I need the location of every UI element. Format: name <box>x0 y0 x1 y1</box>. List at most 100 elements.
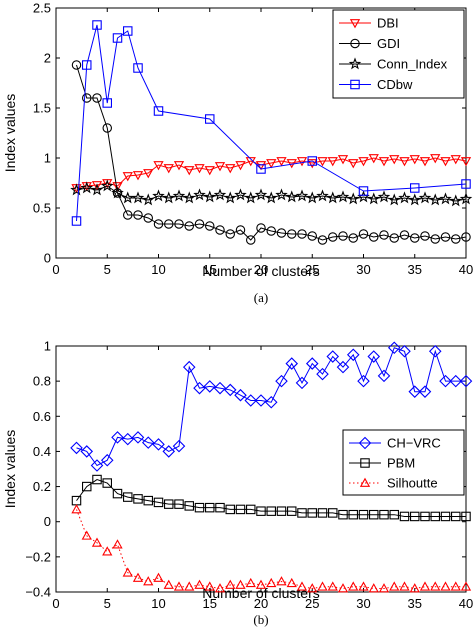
legend-marker <box>358 436 372 450</box>
figure-caption: (b) <box>253 612 268 627</box>
data-point <box>307 231 317 241</box>
data-point <box>409 155 420 165</box>
y-tick-label: 2.5 <box>33 1 51 16</box>
y-tick-label: 1 <box>44 339 51 354</box>
legend-label: PBM <box>387 456 415 471</box>
y-tick-label: 2 <box>44 51 51 66</box>
data-point <box>266 506 276 516</box>
data-point <box>225 164 236 174</box>
data-point <box>143 169 154 179</box>
data-point <box>305 357 319 370</box>
data-point <box>82 481 92 492</box>
data-point <box>214 583 226 593</box>
data-point <box>82 60 92 70</box>
x-tick-label: 0 <box>52 596 59 611</box>
data-point <box>368 232 379 242</box>
data-point <box>266 226 276 236</box>
data-point <box>378 583 390 593</box>
data-point <box>368 583 379 593</box>
data-point <box>235 225 246 235</box>
data-point <box>162 191 176 204</box>
data-point <box>100 453 114 467</box>
data-point <box>296 157 308 167</box>
x-tick-label: 25 <box>305 262 319 277</box>
legend-marker <box>350 38 360 49</box>
legend-label: Silhoutte <box>387 476 438 491</box>
data-point <box>234 188 247 201</box>
data-point <box>338 231 348 241</box>
data-point <box>121 191 135 204</box>
y-tick-label: 0.5 <box>33 201 51 216</box>
data-point <box>203 190 217 203</box>
data-point <box>358 157 369 167</box>
data-point <box>215 225 225 235</box>
legend-label: CDbw <box>377 77 413 92</box>
data-point <box>461 232 471 242</box>
data-point <box>336 360 350 374</box>
data-point <box>450 155 461 165</box>
legend-marker <box>349 19 361 29</box>
data-point <box>430 234 440 244</box>
data-point <box>131 191 145 204</box>
data-point <box>307 159 318 169</box>
data-point <box>316 189 329 202</box>
data-point <box>358 186 369 196</box>
data-point <box>420 511 430 522</box>
data-point <box>225 504 236 515</box>
legend-marker <box>348 57 362 70</box>
data-point <box>182 191 196 204</box>
data-point <box>214 162 226 172</box>
data-point <box>408 193 422 206</box>
data-point <box>194 219 205 229</box>
x-axis-label: Number of clusters <box>202 263 319 279</box>
data-point <box>337 155 349 165</box>
data-point <box>71 216 82 226</box>
x-tick-label: 5 <box>104 596 111 611</box>
data-point <box>449 194 463 207</box>
data-point <box>246 235 256 245</box>
data-point <box>430 154 441 164</box>
data-point <box>143 213 154 223</box>
x-tick-label: 15 <box>203 262 217 277</box>
data-point <box>389 509 399 520</box>
data-point <box>440 157 451 167</box>
data-point <box>235 504 246 515</box>
data-point <box>420 231 430 241</box>
data-point <box>398 191 411 204</box>
data-point <box>264 395 278 409</box>
data-point <box>327 232 338 242</box>
series-dbi <box>71 154 472 194</box>
data-point <box>266 159 277 169</box>
legend-marker <box>350 79 360 90</box>
data-point <box>255 579 267 589</box>
y-tick-label: 0 <box>44 251 51 266</box>
data-point <box>225 579 236 589</box>
data-point <box>305 191 319 204</box>
legend: CH−VRC PBM Silhoutte <box>342 429 465 496</box>
data-point <box>379 230 389 240</box>
data-point <box>133 210 143 220</box>
y-tick-label: 0.4 <box>33 444 51 459</box>
data-point <box>225 229 236 239</box>
data-point <box>256 223 266 233</box>
data-point <box>449 374 463 388</box>
data-point <box>286 229 297 239</box>
data-point <box>346 348 360 362</box>
series-silhoutte <box>71 504 472 593</box>
data-point <box>92 20 102 30</box>
data-point <box>408 385 422 398</box>
data-point <box>459 374 473 388</box>
data-point <box>286 577 297 588</box>
data-point <box>275 374 288 388</box>
data-point <box>205 114 215 124</box>
data-point <box>203 380 217 393</box>
data-point <box>223 383 237 397</box>
data-point <box>131 431 145 444</box>
legend-box <box>332 9 465 99</box>
data-point <box>173 161 185 171</box>
data-point <box>112 539 123 549</box>
data-point <box>316 367 329 381</box>
data-point <box>153 106 164 116</box>
data-point <box>244 191 258 204</box>
x-tick-label: 5 <box>104 262 111 277</box>
